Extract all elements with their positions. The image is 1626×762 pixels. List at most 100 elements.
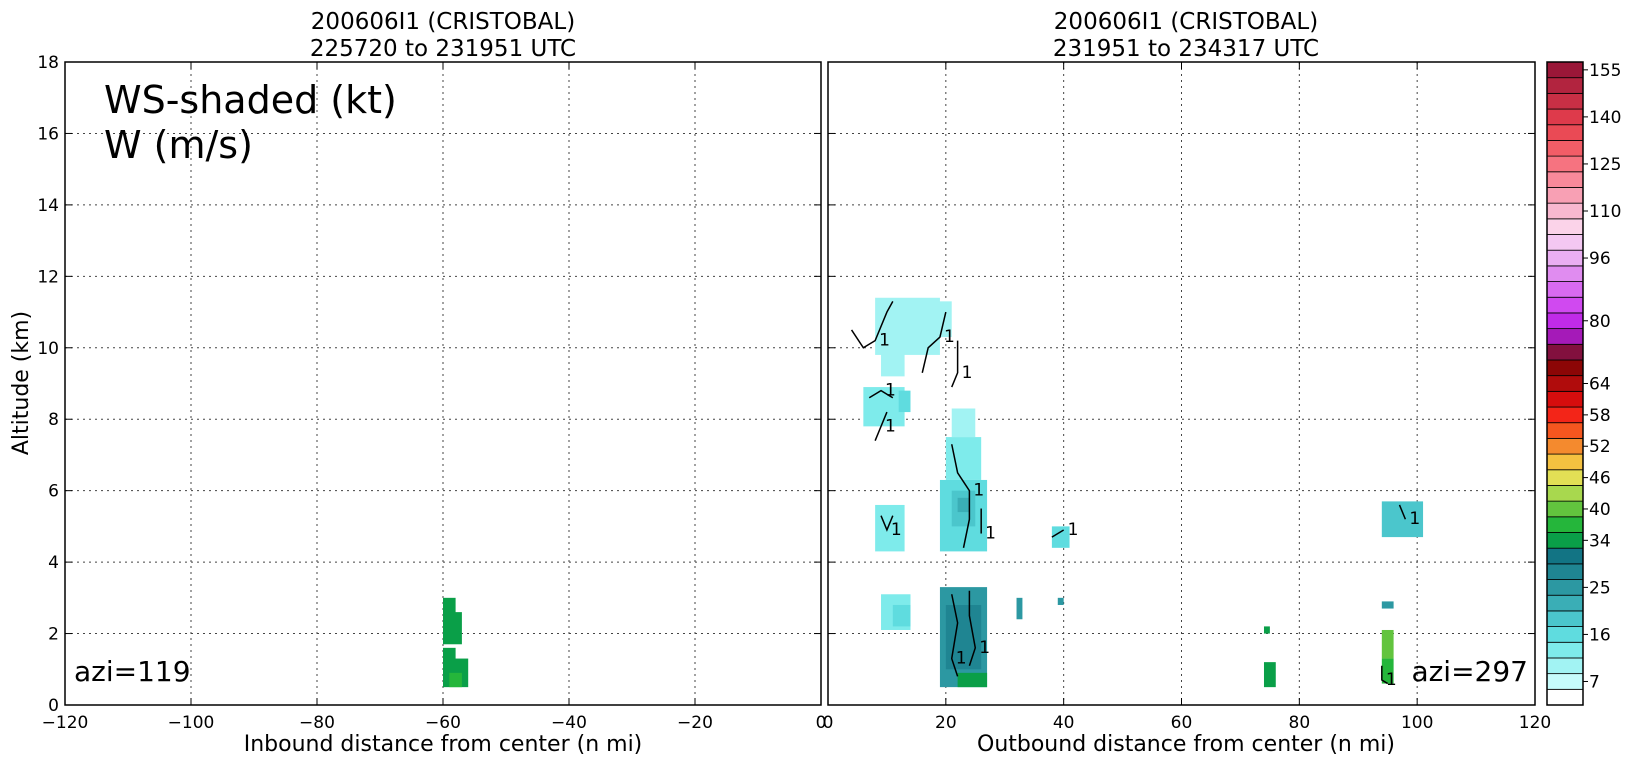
left-x-axis-label: Inbound distance from center (n mi) xyxy=(244,732,643,757)
x-tick-label: 80 xyxy=(1289,713,1311,733)
w-contour-line xyxy=(951,340,959,388)
colorbar-level xyxy=(1546,422,1584,439)
y-tick-label: 6 xyxy=(48,482,59,502)
left-ticks: −120 −100 −80 −60 −40 −20 0 0 2 4 6 8 10 12 14 16 18 xyxy=(37,53,826,733)
colorbar-level xyxy=(1546,673,1584,690)
w-contour-line xyxy=(874,411,888,441)
w-contour-label: 1 xyxy=(944,327,955,347)
w-contour-label: 1 xyxy=(1409,509,1420,529)
x-tick-label: 40 xyxy=(1053,713,1075,733)
colorbar-tick-label: 46 xyxy=(1589,469,1611,489)
y-axis-label: Altitude (km) xyxy=(9,311,34,455)
colorbar-tick-label: 96 xyxy=(1589,249,1611,269)
colorbar-tick-label: 140 xyxy=(1589,108,1621,128)
colorbar-level xyxy=(1546,108,1584,126)
colorbar-tick-label: 110 xyxy=(1589,202,1621,222)
ws-cell xyxy=(898,390,911,413)
colorbar-level xyxy=(1546,437,1584,455)
x-tick-label: 120 xyxy=(1519,713,1551,733)
ws-cell xyxy=(881,340,905,377)
x-tick-label: −100 xyxy=(168,713,215,733)
colorbar-level xyxy=(1546,343,1584,361)
colorbar-level xyxy=(1546,547,1584,565)
ws-cell xyxy=(449,672,462,688)
colorbar-level xyxy=(1546,171,1584,188)
w-contour-line xyxy=(1051,529,1065,538)
colorbar-tick-label: 7 xyxy=(1589,672,1600,692)
y-tick-label: 14 xyxy=(37,196,59,216)
colorbar-tick-label: 155 xyxy=(1589,61,1621,81)
colorbar-level xyxy=(1546,140,1584,157)
w-contour-label: 1 xyxy=(973,481,984,501)
x-tick-label: 100 xyxy=(1401,713,1433,733)
ws-cell xyxy=(945,437,982,480)
colorbar-level xyxy=(1546,500,1584,518)
ws-cell xyxy=(1263,626,1270,634)
right-subtitle: 231951 to 234317 UTC xyxy=(1053,36,1319,62)
ws-cell xyxy=(1381,629,1394,659)
colorbar-level xyxy=(1546,61,1584,79)
left-title: 200606I1 (CRISTOBAL) xyxy=(311,9,575,35)
colorbar-level xyxy=(1546,657,1584,675)
colorbar-level xyxy=(1546,359,1584,377)
colorbar-tick-label: 25 xyxy=(1589,578,1611,598)
colorbar-level xyxy=(1546,469,1584,486)
y-tick-label: 12 xyxy=(37,267,59,287)
w-contour-line xyxy=(868,389,894,399)
right-x-axis-label: Outbound distance from center (n mi) xyxy=(977,732,1395,757)
colorbar-level xyxy=(1546,532,1584,549)
colorbar-level xyxy=(1546,563,1584,580)
colorbar-level xyxy=(1546,92,1584,110)
ws-legend-text: WS-shaded (kt) xyxy=(104,78,397,122)
colorbar: 7 16 25 34 40 46 52 58 64 80 96 110 125 140 155 xyxy=(1546,61,1621,706)
y-tick-label: 2 xyxy=(48,625,59,645)
left-subtitle: 225720 to 231951 UTC xyxy=(310,36,576,62)
w-contour-line xyxy=(921,311,947,373)
y-tick-label: 16 xyxy=(37,124,59,144)
w-contour-label: 1 xyxy=(956,649,967,669)
colorbar-level xyxy=(1546,641,1584,659)
ws-cell xyxy=(875,504,905,552)
x-tick-label: 0 xyxy=(816,713,827,733)
colorbar-level xyxy=(1546,375,1584,392)
x-tick-label: 20 xyxy=(935,713,957,733)
w-contour-line xyxy=(968,590,977,666)
colorbar-level xyxy=(1546,688,1584,706)
w-contour-line xyxy=(850,300,894,349)
w-contour-label: 1 xyxy=(985,524,996,544)
colorbar-tick-label: 58 xyxy=(1589,406,1611,426)
ws-cell xyxy=(1381,601,1394,609)
ws-cell xyxy=(916,301,952,338)
w-contour-line xyxy=(950,594,959,677)
colorbar-tick-label: 34 xyxy=(1589,531,1611,551)
colorbar-tick-label: 40 xyxy=(1589,500,1611,520)
right-grid xyxy=(828,62,1535,705)
colorbar-level xyxy=(1546,296,1584,314)
colorbar-level xyxy=(1546,234,1584,251)
w-contour-label: 1 xyxy=(879,331,890,351)
ws-cell xyxy=(892,604,911,627)
w-contour-label: 1 xyxy=(891,520,902,540)
colorbar-level xyxy=(1546,202,1584,220)
y-tick-label: 18 xyxy=(37,53,59,73)
x-tick-label: −40 xyxy=(551,713,587,733)
colorbar-level xyxy=(1546,328,1584,345)
ws-cell xyxy=(951,408,976,438)
colorbar-tick-label: 16 xyxy=(1589,625,1611,645)
left-azimuth-label: azi=119 xyxy=(74,655,191,688)
colorbar-level xyxy=(1546,626,1584,643)
x-tick-label: −20 xyxy=(677,713,713,733)
ws-cell xyxy=(1381,501,1424,538)
w-contour-label: 1 xyxy=(885,416,896,436)
w-contour-label: 1 xyxy=(885,381,896,401)
y-tick-label: 0 xyxy=(48,696,59,716)
colorbar-level xyxy=(1546,312,1584,330)
colorbar-tick-label: 80 xyxy=(1589,312,1611,332)
colorbar-level xyxy=(1546,265,1584,282)
right-azimuth-label: azi=297 xyxy=(1411,655,1528,688)
colorbar-level xyxy=(1546,390,1584,408)
w-contour-line xyxy=(1398,504,1407,520)
w-contour-label: 1 xyxy=(979,638,990,658)
